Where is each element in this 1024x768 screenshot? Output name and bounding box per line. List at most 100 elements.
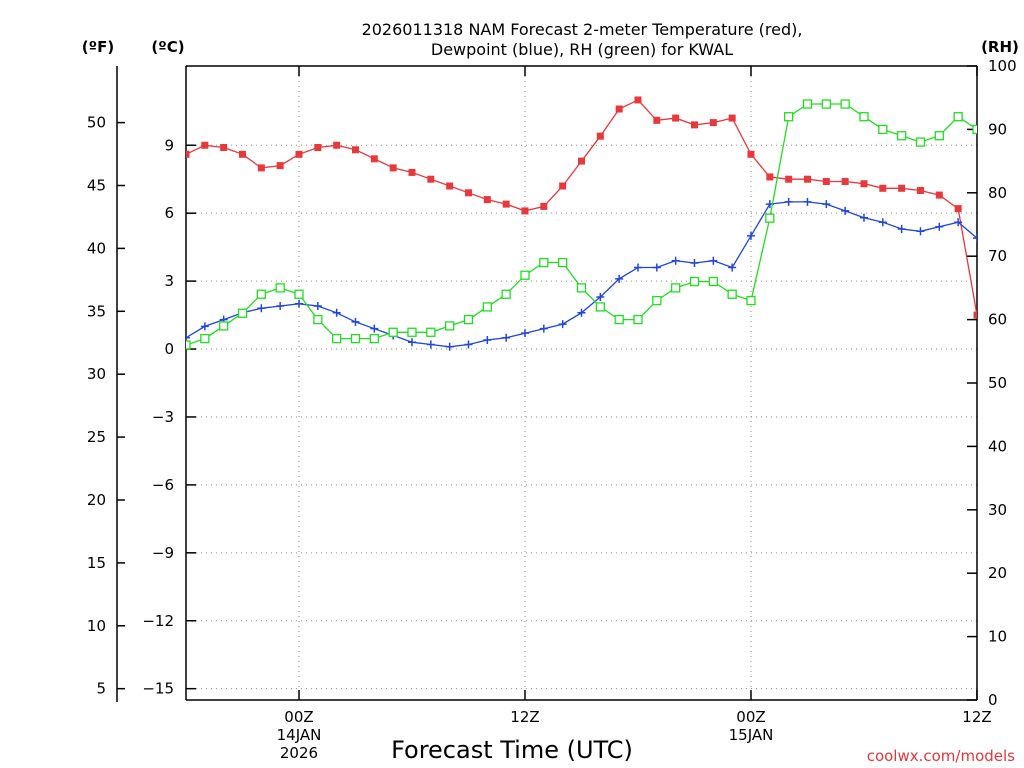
- data-point: [576, 283, 587, 293]
- x-tick-label: 12Z: [510, 708, 539, 726]
- data-point: [765, 213, 775, 223]
- data-point: [859, 112, 869, 122]
- data-point: [370, 155, 378, 163]
- rh-tick-label: 90: [988, 120, 1007, 138]
- fahrenheit-tick-label: 20: [87, 491, 106, 509]
- rh-tick-label: 50: [988, 374, 1007, 392]
- data-point: [276, 162, 284, 170]
- data-point: [802, 99, 813, 109]
- data-point: [653, 116, 661, 124]
- data-point: [615, 274, 624, 283]
- data-point: [840, 99, 850, 109]
- celsius-unit-label: (ºC): [151, 38, 184, 56]
- fahrenheit-tick-label: 35: [87, 302, 106, 320]
- fahrenheit-tick-label: 40: [87, 239, 106, 257]
- data-point: [201, 141, 209, 149]
- data-point: [595, 302, 605, 312]
- x-tick-label: 2026: [280, 744, 318, 762]
- data-point: [577, 308, 586, 317]
- data-point: [652, 295, 662, 306]
- data-point: [482, 302, 492, 312]
- data-point: [559, 182, 567, 190]
- data-point: [935, 191, 943, 199]
- data-point: [859, 213, 868, 222]
- x-tick-label: 00Z: [736, 708, 765, 726]
- data-point: [728, 263, 737, 272]
- data-point: [879, 184, 887, 192]
- celsius-tick-label: −12: [142, 612, 174, 630]
- data-point: [954, 205, 962, 213]
- data-point: [972, 234, 977, 243]
- data-point: [860, 180, 868, 188]
- rh-tick-label: 70: [988, 247, 1007, 265]
- fahrenheit-tick-label: 15: [87, 554, 106, 572]
- x-axis-label: Forecast Time (UTC): [391, 736, 633, 764]
- data-point: [689, 276, 700, 287]
- data-point: [709, 256, 718, 265]
- celsius-tick-label: 3: [164, 272, 174, 290]
- data-point: [1011, 341, 1018, 348]
- data-point: [463, 314, 474, 325]
- chart-subtitle: Dewpoint (blue), RH (green) for KWAL: [431, 40, 733, 59]
- data-point: [916, 187, 924, 195]
- data-point: [464, 340, 473, 349]
- rh-tick-label: 10: [988, 628, 1007, 646]
- data-point: [237, 308, 248, 318]
- data-point: [596, 292, 605, 301]
- data-point: [445, 321, 455, 331]
- data-point: [878, 218, 887, 227]
- data-point: [332, 333, 342, 344]
- data-point: [350, 333, 361, 344]
- data-point: [238, 150, 246, 158]
- credit-link[interactable]: coolwx.com/models: [867, 747, 1015, 765]
- data-point: [633, 314, 643, 325]
- celsius-tick-label: −3: [152, 408, 174, 426]
- rh-tick-label: 30: [988, 501, 1007, 519]
- data-point: [276, 302, 285, 311]
- data-point: [539, 324, 548, 333]
- data-point: [671, 283, 681, 293]
- data-point: [389, 164, 397, 172]
- data-point: [671, 256, 680, 265]
- data-point: [841, 206, 850, 215]
- data-point: [521, 207, 529, 215]
- fahrenheit-tick-label: 45: [87, 177, 106, 195]
- data-point: [709, 119, 717, 127]
- data-point: [935, 222, 944, 231]
- data-point: [614, 314, 624, 325]
- data-point: [370, 324, 379, 333]
- data-point: [615, 105, 623, 113]
- data-point: [785, 175, 793, 183]
- data-point: [821, 99, 831, 109]
- data-point: [953, 112, 963, 122]
- celsius-tick-label: −15: [142, 680, 174, 698]
- data-point: [200, 322, 209, 331]
- celsius-tick-label: −9: [152, 544, 174, 562]
- data-point: [747, 150, 755, 158]
- data-point: [992, 221, 1000, 229]
- data-point: [690, 258, 699, 267]
- axis-layer: 9630−3−6−9−12−15504540353025201510510090…: [87, 57, 1017, 762]
- data-point: [294, 299, 303, 308]
- data-point: [954, 218, 963, 227]
- fahrenheit-tick-label: 10: [87, 617, 106, 635]
- data-point: [539, 257, 549, 268]
- x-tick-label: 15JAN: [729, 726, 774, 744]
- data-point: [220, 144, 228, 152]
- data-point: [426, 327, 436, 337]
- data-point: [803, 197, 812, 206]
- data-point: [407, 338, 416, 347]
- data-point: [333, 141, 341, 149]
- data-point: [633, 263, 642, 272]
- data-point: [257, 304, 266, 313]
- series-line: [186, 201, 977, 348]
- data-point: [878, 124, 888, 135]
- series-2-meter-temperature: [186, 96, 1018, 348]
- data-point: [972, 124, 977, 135]
- data-point: [540, 202, 548, 210]
- data-point: [313, 314, 323, 325]
- data-point: [708, 276, 718, 287]
- data-point: [445, 342, 454, 351]
- data-point: [672, 114, 680, 122]
- data-point: [841, 177, 849, 185]
